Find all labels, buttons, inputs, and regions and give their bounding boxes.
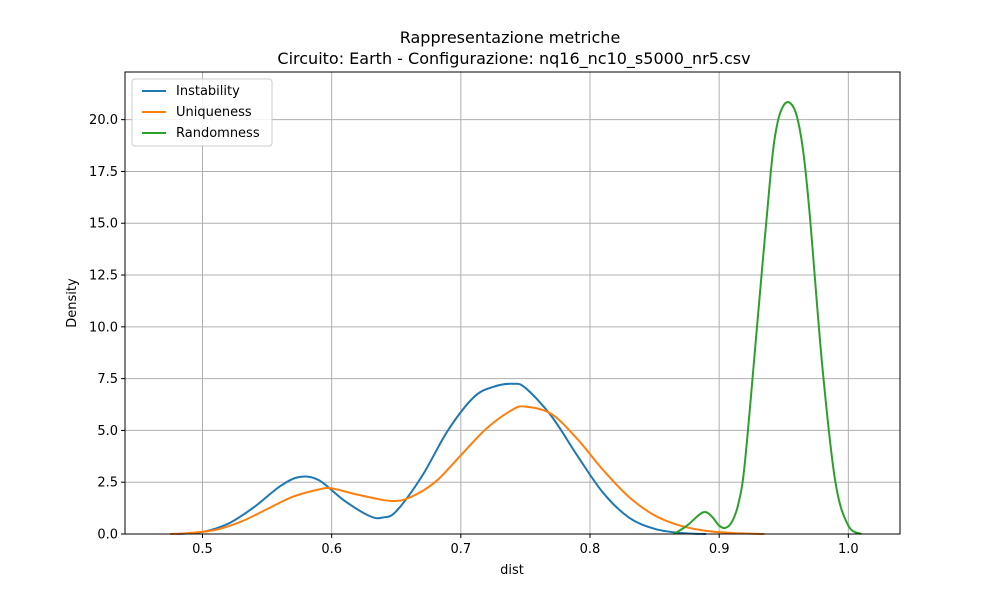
x-tick-label: 0.7 [450, 542, 471, 557]
x-tick-label: 0.5 [192, 542, 213, 557]
x-tick-label: 1.0 [838, 542, 859, 557]
legend-label-uniqueness: Uniqueness [176, 105, 252, 120]
x-axis-label: dist [500, 563, 524, 578]
y-tick-label: 17.5 [89, 165, 118, 180]
series-line-instability [176, 382, 707, 535]
legend-label-instability: Instability [176, 84, 240, 99]
series-line-uniqueness [170, 405, 765, 535]
legend-label-randomness: Randomness [176, 126, 260, 141]
y-axis-ticks: 0.0 2.5 5.0 7.5 10.0 12.5 15.0 17.5 20.0 [89, 113, 125, 543]
legend: Instability Uniqueness Randomness [131, 78, 273, 147]
y-tick-label: 20.0 [89, 113, 118, 128]
y-axis-label: Density [65, 278, 80, 328]
y-tick-label: 5.0 [97, 424, 118, 439]
y-tick-label: 10.0 [89, 320, 118, 335]
x-axis-ticks: 0.5 0.6 0.7 0.8 0.9 1.0 [192, 534, 859, 557]
y-tick-label: 7.5 [97, 372, 118, 387]
plot-frame [124, 71, 901, 535]
y-tick-label: 0.0 [97, 528, 118, 543]
y-tick-label: 12.5 [89, 269, 118, 284]
chart-subtitle: Circuito: Earth - Configurazione: nq16_n… [277, 49, 750, 69]
y-tick-label: 15.0 [89, 217, 118, 232]
y-tick-label: 2.5 [97, 476, 118, 491]
series-lines [170, 101, 862, 535]
legend-box [131, 78, 273, 147]
x-tick-label: 0.9 [709, 542, 730, 557]
series-line-randomness [673, 101, 862, 535]
chart-title: Rappresentazione metriche [400, 28, 621, 47]
x-tick-label: 0.8 [580, 542, 601, 557]
x-tick-label: 0.6 [321, 542, 342, 557]
